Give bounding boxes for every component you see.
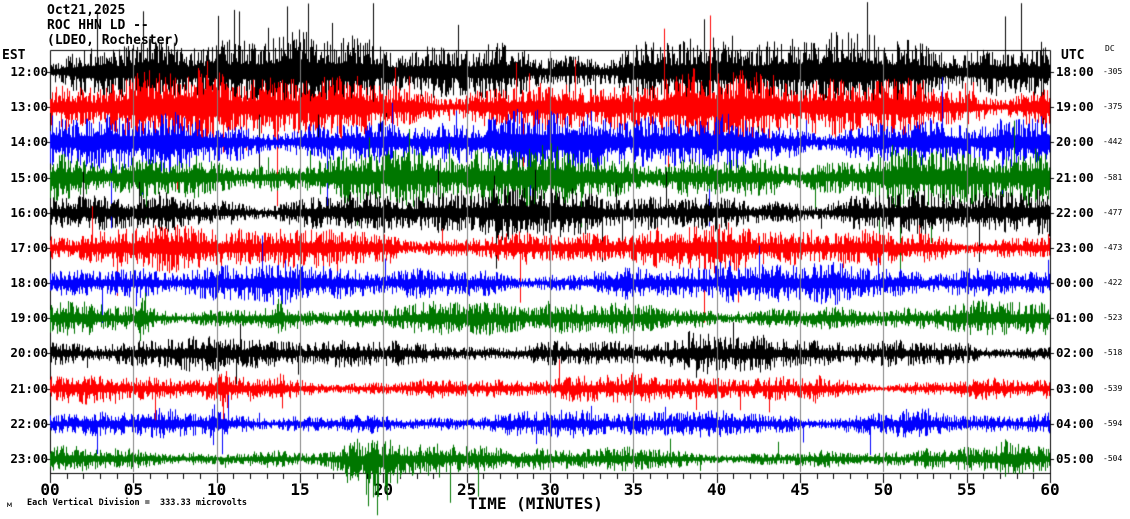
utc-hour-label: 23:00	[1056, 240, 1094, 255]
utc-hour-label: 00:00	[1056, 275, 1094, 290]
est-hour-label: 13:00	[10, 99, 48, 114]
watermark-glyph: м	[7, 500, 12, 509]
utc-hour-label: 04:00	[1056, 416, 1094, 431]
x-tick-label: 60	[1040, 480, 1060, 499]
est-hour-label: 19:00	[10, 310, 48, 325]
utc-hour-label: 19:00	[1056, 99, 1094, 114]
x-tick-label: 40	[707, 480, 727, 499]
dc-value: -581	[1103, 173, 1123, 182]
est-hour-label: 18:00	[10, 275, 48, 290]
x-tick-label: 10	[207, 480, 227, 499]
utc-hour-label: 05:00	[1056, 451, 1094, 466]
utc-hour-label: 18:00	[1056, 64, 1094, 79]
dc-value: -442	[1103, 137, 1123, 146]
x-axis-title: TIME (MINUTES)	[468, 494, 603, 513]
vertical-division-note: Each Vertical Division = 333.33 microvol…	[27, 498, 248, 508]
affiliation-label: (LDEO, Rochester)	[47, 33, 181, 48]
est-hour-label: 14:00	[10, 134, 48, 149]
x-tick-label: 50	[873, 480, 893, 499]
est-hour-label: 23:00	[10, 451, 48, 466]
dc-value: -523	[1103, 313, 1123, 322]
dc-header-label: DC	[1105, 44, 1115, 53]
date-label: Oct21,2025	[47, 3, 126, 18]
dc-value: -539	[1103, 384, 1123, 393]
x-tick-label: 45	[790, 480, 810, 499]
dc-value: -422	[1103, 278, 1123, 287]
dc-value: -305	[1103, 67, 1123, 76]
station-label: ROC HHN LD --	[47, 18, 149, 33]
est-hour-label: 15:00	[10, 170, 48, 185]
x-tick-label: 00	[40, 480, 60, 499]
dc-value: -594	[1103, 419, 1123, 428]
utc-hour-label: 03:00	[1056, 381, 1094, 396]
utc-hour-label: 22:00	[1056, 205, 1094, 220]
x-tick-label: 35	[623, 480, 643, 499]
left-timezone-label: EST	[2, 48, 26, 63]
est-hour-label: 12:00	[10, 64, 48, 79]
dc-value: -504	[1103, 454, 1123, 463]
dc-value: -375	[1103, 102, 1123, 111]
est-hour-label: 17:00	[10, 240, 48, 255]
utc-hour-label: 02:00	[1056, 345, 1094, 360]
x-tick-label: 15	[290, 480, 310, 499]
dc-value: -477	[1103, 208, 1123, 217]
x-tick-label: 05	[123, 480, 143, 499]
right-timezone-label: UTC	[1061, 48, 1085, 63]
est-hour-label: 20:00	[10, 345, 48, 360]
x-tick-label: 20	[373, 480, 393, 499]
est-hour-label: 22:00	[10, 416, 48, 431]
utc-hour-label: 20:00	[1056, 134, 1094, 149]
dc-value: -518	[1103, 348, 1123, 357]
x-tick-label: 55	[957, 480, 977, 499]
utc-hour-label: 01:00	[1056, 310, 1094, 325]
dc-value: -473	[1103, 243, 1123, 252]
utc-hour-label: 21:00	[1056, 170, 1094, 185]
est-hour-label: 21:00	[10, 381, 48, 396]
est-hour-label: 16:00	[10, 205, 48, 220]
